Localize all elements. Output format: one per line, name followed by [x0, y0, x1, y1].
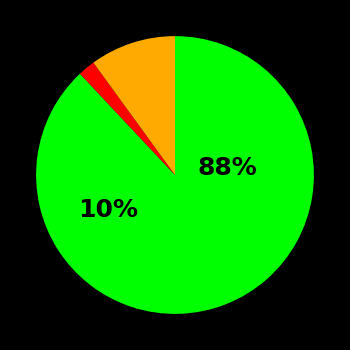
Wedge shape — [80, 63, 175, 175]
Wedge shape — [93, 36, 175, 175]
Wedge shape — [36, 36, 314, 314]
Text: 10%: 10% — [78, 198, 138, 222]
Text: 88%: 88% — [198, 156, 258, 180]
